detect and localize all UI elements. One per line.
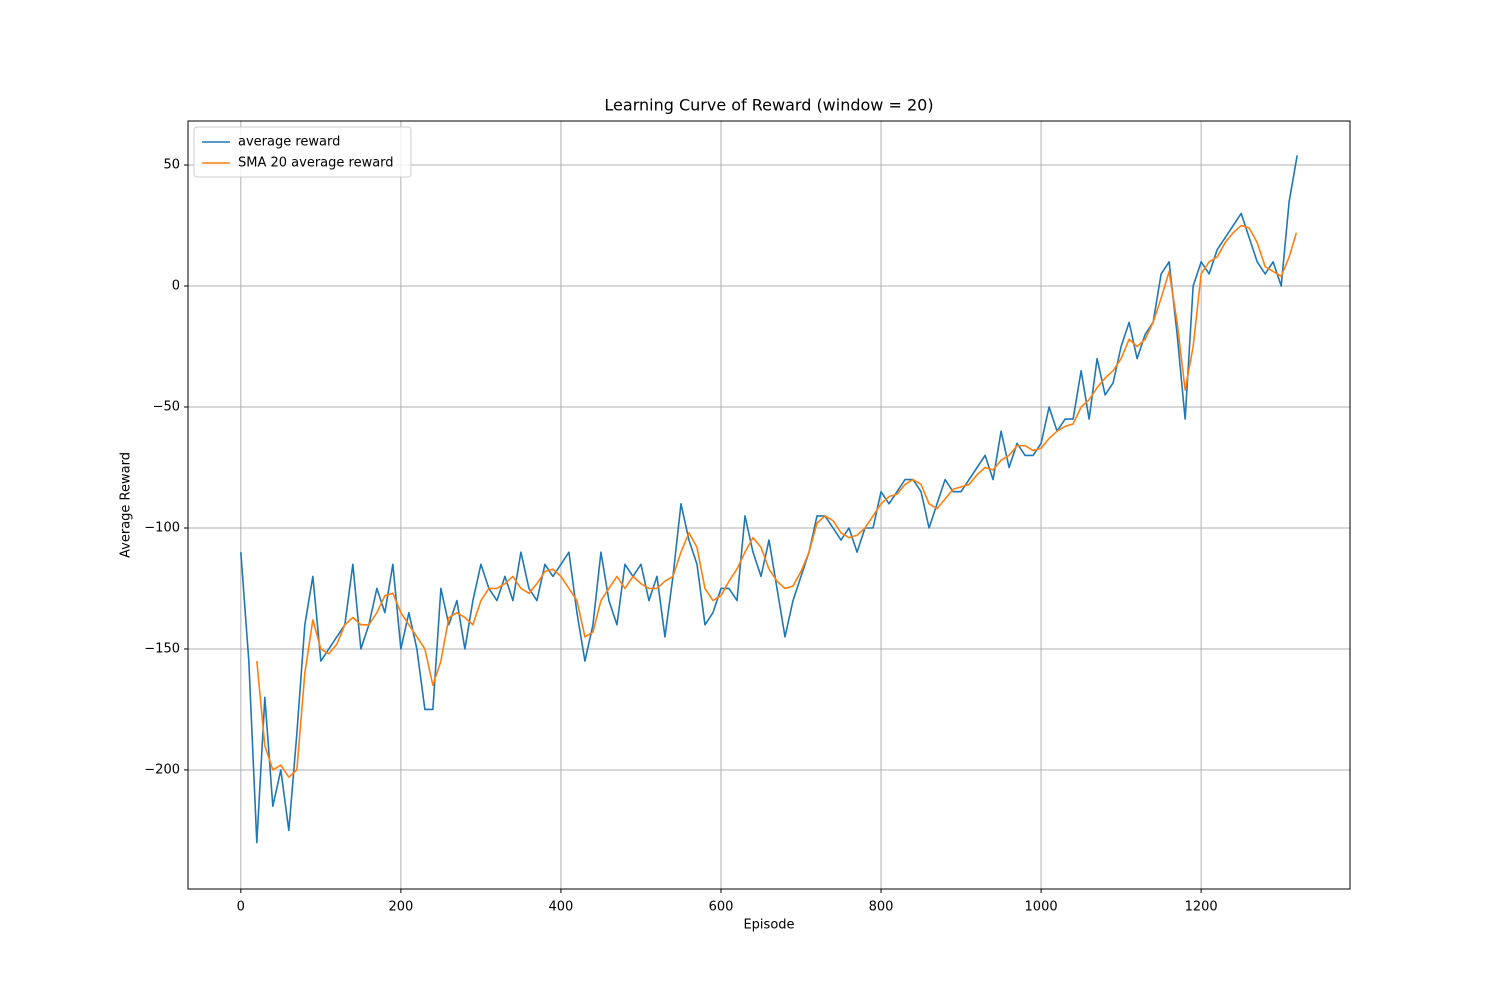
x-tick-label: 800 (869, 900, 894, 915)
y-tick-label: −50 (153, 400, 180, 415)
x-tick-label: 1000 (1025, 900, 1058, 915)
x-tick-label: 600 (709, 900, 734, 915)
y-tick-label: −100 (144, 520, 180, 535)
y-tick-label: −150 (144, 641, 180, 656)
x-tick-label: 400 (549, 900, 574, 915)
x-tick-label: 200 (388, 900, 413, 915)
y-tick-label: 0 (172, 279, 180, 294)
x-axis-label: Episode (743, 918, 794, 933)
x-tick-label: 0 (237, 900, 245, 915)
y-tick-label: −200 (144, 762, 180, 777)
plot-frame (187, 120, 1351, 890)
data-line (240, 155, 1298, 844)
y-tick-label: 50 (163, 158, 180, 173)
legend-label: SMA 20 average reward (238, 156, 394, 171)
x-tick-label: 1200 (1185, 900, 1218, 915)
data-line (256, 224, 1298, 779)
legend-label: average reward (238, 135, 340, 150)
y-axis-label: Average Reward (119, 452, 134, 558)
legend-box (193, 126, 412, 178)
chart-title: Learning Curve of Reward (window = 20) (604, 96, 933, 115)
